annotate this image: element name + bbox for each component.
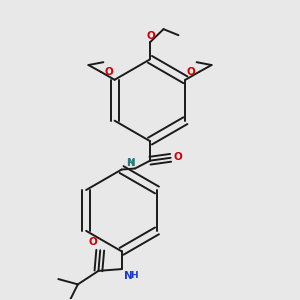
Text: O: O xyxy=(88,237,98,248)
Text: H: H xyxy=(126,159,134,168)
Text: O: O xyxy=(173,152,182,162)
Text: O: O xyxy=(187,67,196,77)
Text: O: O xyxy=(104,67,113,77)
Text: N: N xyxy=(124,271,133,281)
Text: N: N xyxy=(127,158,136,168)
Text: O: O xyxy=(146,31,155,41)
Text: H: H xyxy=(130,271,138,280)
